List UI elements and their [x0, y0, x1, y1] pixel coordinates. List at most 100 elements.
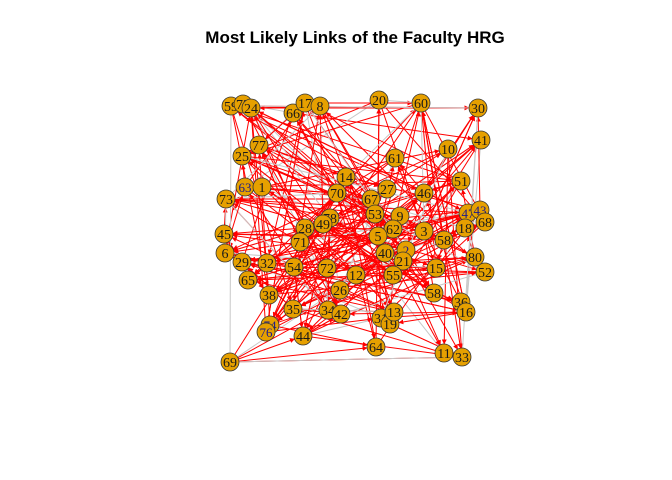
graph-node: 32: [257, 253, 277, 273]
graph-edge: [250, 159, 368, 211]
graph-edge: [394, 111, 421, 221]
node-circle: [313, 214, 333, 234]
graph-node: 44: [293, 326, 313, 346]
node-label: 8: [317, 100, 324, 115]
graph-node: 60: [411, 93, 431, 113]
node-circle: [426, 258, 446, 278]
node-circle: [293, 326, 313, 346]
node-circle: [475, 262, 495, 282]
node-label: 46: [417, 187, 431, 202]
node-circle: [366, 337, 386, 357]
node-circle: [327, 183, 347, 203]
node-label: 49: [316, 218, 330, 233]
node-label: 29: [235, 256, 249, 271]
graph-edge: [421, 111, 465, 304]
node-circle: [455, 218, 475, 238]
node-label: 20: [372, 94, 386, 109]
node-circle: [393, 251, 413, 271]
graph-edge: [421, 111, 463, 349]
graph-node: 45: [214, 224, 234, 244]
node-label: 35: [286, 303, 300, 318]
graph-node: 13: [384, 302, 404, 322]
graph-edge: [231, 205, 323, 304]
node-circle: [336, 167, 356, 187]
graph-node: 70: [327, 183, 347, 203]
graph-edge: [309, 110, 402, 243]
graph-edge: [249, 102, 371, 154]
node-circle: [434, 343, 454, 363]
node-label: 58: [427, 287, 441, 302]
node-layer: 5972246617820603041772561101463170274651…: [214, 90, 495, 372]
graph-edge: [231, 237, 387, 309]
node-circle: [456, 302, 476, 322]
graph-node: 33: [452, 347, 472, 367]
graph-edge: [233, 114, 292, 301]
graph-node: 64: [366, 337, 386, 357]
node-label: 61: [388, 152, 402, 167]
node-circle: [434, 230, 454, 250]
graph-node: 54: [284, 257, 304, 277]
graph-node: 58: [434, 230, 454, 250]
graph-edge: [301, 144, 474, 263]
graph-node: 24: [241, 98, 261, 118]
graph-node: 65: [238, 270, 258, 290]
graph-node: 69: [220, 352, 240, 372]
node-label: 65: [241, 274, 255, 289]
graph-edge: [238, 109, 417, 190]
node-circle: [384, 302, 404, 322]
graph-node: 80: [465, 247, 485, 267]
graph-edge: [276, 271, 320, 292]
graph-edge: [274, 317, 373, 332]
node-label: 32: [260, 257, 274, 272]
node-label: 55: [386, 269, 400, 284]
node-label: 18: [458, 222, 472, 237]
graph-node: 55: [383, 265, 403, 285]
graph-node: 26: [330, 280, 350, 300]
node-label: 6: [222, 247, 229, 262]
graph-edge: [250, 105, 413, 155]
node-circle: [249, 135, 269, 155]
node-label: 17: [298, 97, 312, 112]
graph-node: 49: [313, 214, 333, 234]
node-circle: [377, 179, 397, 199]
node-label: 51: [454, 175, 468, 190]
node-label: 9: [397, 210, 404, 225]
node-label: 13: [387, 306, 401, 321]
node-label: 26: [333, 284, 347, 299]
graph-edge: [233, 256, 373, 315]
node-label: 67: [364, 193, 378, 208]
graph-node: 52: [475, 262, 495, 282]
node-label: 73: [219, 193, 233, 208]
plot-title: Most Likely Links of the Faculty HRG: [205, 28, 505, 47]
node-circle: [375, 243, 395, 263]
graph-node: 41: [471, 130, 491, 150]
graph-edge: [437, 248, 443, 260]
graph-node: 30: [468, 98, 488, 118]
node-circle: [365, 204, 385, 224]
node-circle: [346, 265, 366, 285]
graph-edge: [312, 106, 454, 178]
graph-node: 72: [317, 258, 337, 278]
node-label: 70: [330, 187, 344, 202]
node-circle: [411, 93, 431, 113]
graph-node: 10: [438, 139, 458, 159]
node-circle: [414, 221, 434, 241]
graph-edge: [296, 120, 334, 186]
node-circle: [256, 322, 276, 342]
graph-edge: [420, 111, 425, 223]
node-circle: [385, 148, 405, 168]
node-label: 21: [396, 255, 410, 270]
graph-edge: [229, 356, 463, 363]
node-circle: [238, 270, 258, 290]
graph-edge: [406, 269, 441, 346]
node-label: 40: [378, 247, 392, 262]
graph-edge: [307, 216, 367, 240]
node-label: 63: [239, 180, 252, 195]
node-label: 24: [244, 102, 258, 117]
graph-edge: [385, 188, 457, 311]
graph-node: 29: [232, 252, 252, 272]
node-label: 44: [296, 330, 310, 345]
graph-edge: [349, 274, 477, 312]
node-label: 2: [403, 243, 410, 258]
node-label: 58: [437, 234, 451, 249]
